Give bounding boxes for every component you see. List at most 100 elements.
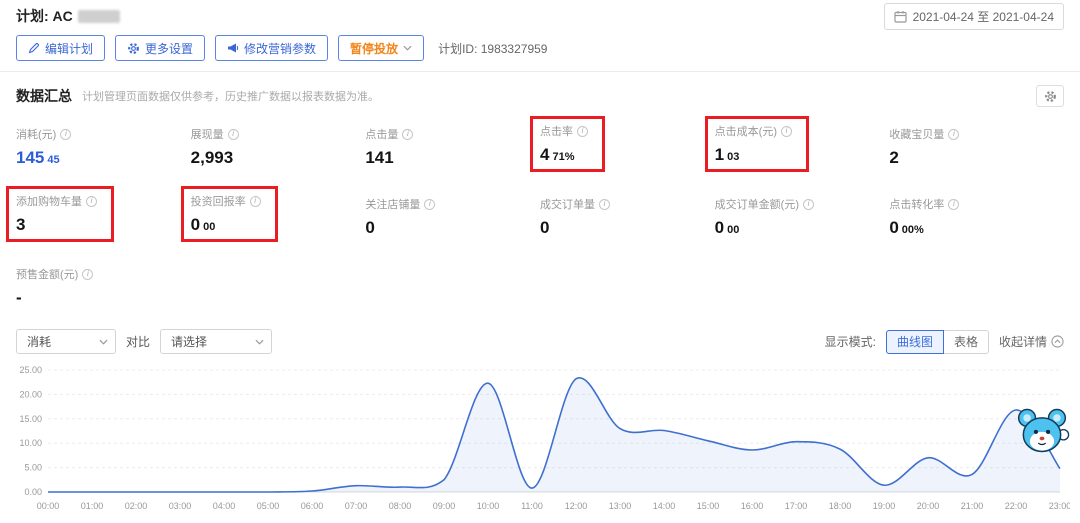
metric-cell: 预售金额(元) i - bbox=[16, 263, 191, 311]
info-icon[interactable]: i bbox=[948, 128, 960, 140]
metric-cell: 点击率 i 4 71% bbox=[530, 116, 715, 172]
summary-note: 计划管理页面数据仅供参考，历史推广数据以报表数据为准。 bbox=[82, 91, 379, 103]
summary-settings-button[interactable] bbox=[1036, 85, 1064, 107]
svg-text:07:00: 07:00 bbox=[345, 501, 368, 511]
info-icon[interactable]: i bbox=[802, 198, 814, 210]
display-mode-segment: 曲线图 表格 bbox=[885, 329, 989, 354]
date-range-text: 2021-04-24 至 2021-04-24 bbox=[912, 9, 1054, 24]
info-icon[interactable]: i bbox=[780, 125, 792, 137]
svg-text:17:00: 17:00 bbox=[785, 501, 808, 511]
svg-text:20.00: 20.00 bbox=[19, 389, 42, 399]
info-icon[interactable]: i bbox=[424, 198, 436, 210]
info-icon[interactable]: i bbox=[577, 125, 588, 137]
metric-cell: 成交订单金额(元) i 0 00 bbox=[715, 193, 890, 241]
compare-select[interactable]: 请选择 bbox=[160, 329, 273, 354]
mascot-icon[interactable] bbox=[1014, 403, 1070, 462]
pause-delivery-dropdown[interactable]: 暂停投放 bbox=[338, 35, 425, 61]
metric-label-text: 点击成本(元) bbox=[714, 126, 777, 138]
plan-label: 计划: AC bbox=[16, 8, 73, 24]
metric-label: 展现量 i bbox=[191, 126, 239, 142]
more-settings-button[interactable]: 更多设置 bbox=[115, 35, 206, 61]
metric-value: 0 00 bbox=[190, 215, 216, 234]
metric-label: 点击转化率 i bbox=[889, 196, 960, 212]
info-icon[interactable]: i bbox=[249, 195, 261, 207]
calendar-icon bbox=[893, 10, 907, 23]
svg-text:19:00: 19:00 bbox=[873, 501, 896, 511]
metric-value: 1 03 bbox=[714, 145, 740, 164]
svg-text:06:00: 06:00 bbox=[301, 501, 324, 511]
top-header: 计划: AC 2021-04-24 至 2021-04-24 bbox=[0, 0, 1080, 32]
metric-cell: 展现量 i 2,993 bbox=[191, 123, 366, 171]
edit-plan-button[interactable]: 编辑计划 bbox=[16, 35, 106, 61]
svg-text:03:00: 03:00 bbox=[169, 501, 192, 511]
metric-label: 成交订单金额(元) i bbox=[715, 196, 814, 212]
gear-icon bbox=[1044, 90, 1056, 102]
svg-text:25.00: 25.00 bbox=[19, 365, 42, 375]
trend-chart-svg: 0.00 5.00 10.00 15.00 20.00 25.00 00:00 01:00 02… bbox=[19, 365, 1071, 511]
svg-text:22:00: 22:00 bbox=[1005, 501, 1028, 511]
svg-text:15.00: 15.00 bbox=[19, 414, 42, 424]
metric-value: 0 00% bbox=[889, 218, 924, 237]
megaphone-icon bbox=[228, 43, 239, 53]
metric-select-value: 消耗 bbox=[27, 335, 52, 349]
metric-cell: 点击量 i 141 bbox=[365, 123, 540, 171]
svg-text:04:00: 04:00 bbox=[213, 501, 236, 511]
more-settings-label: 更多设置 bbox=[145, 41, 194, 56]
svg-text:15:00: 15:00 bbox=[697, 501, 720, 511]
info-icon[interactable]: i bbox=[599, 198, 610, 210]
metric-value: 145 45 bbox=[16, 148, 60, 167]
metric-label-text: 点击率 bbox=[540, 126, 573, 138]
collapse-details-button[interactable]: 收起详情 bbox=[999, 333, 1064, 350]
metric-label: 收藏宝贝量 i bbox=[889, 126, 960, 142]
compare-label: 对比 bbox=[126, 335, 151, 349]
metric-label-text: 消耗(元) bbox=[16, 129, 57, 141]
mode-table-option[interactable]: 表格 bbox=[942, 329, 989, 354]
svg-text:09:00: 09:00 bbox=[433, 501, 456, 511]
edit-plan-label: 编辑计划 bbox=[45, 41, 94, 56]
svg-text:02:00: 02:00 bbox=[125, 501, 148, 511]
metric-cell: 点击转化率 i 0 00% bbox=[889, 193, 1064, 241]
info-icon[interactable]: i bbox=[948, 198, 960, 210]
display-mode-label: 显示模式: bbox=[824, 335, 876, 349]
metric-select[interactable]: 消耗 bbox=[16, 329, 116, 354]
metric-label-text: 成交订单金额(元) bbox=[714, 199, 799, 211]
svg-text:0.00: 0.00 bbox=[24, 487, 42, 497]
metric-label: 点击成本(元) i bbox=[715, 123, 792, 139]
pause-delivery-label: 暂停投放 bbox=[350, 41, 399, 56]
toolbar: 编辑计划 更多设置 修改营销参数 暂停投放 计划ID: 1983327959 bbox=[0, 32, 1080, 72]
info-icon[interactable]: i bbox=[227, 128, 239, 140]
info-icon[interactable]: i bbox=[402, 128, 414, 140]
svg-text:18:00: 18:00 bbox=[829, 501, 852, 511]
metric-cell: 收藏宝贝量 i 2 bbox=[889, 123, 1064, 171]
svg-text:20:00: 20:00 bbox=[917, 501, 940, 511]
metric-value: 2,993 bbox=[190, 148, 234, 167]
metric-label-text: 点击量 bbox=[365, 129, 399, 141]
metric-value: 4 71% bbox=[540, 145, 575, 164]
gear-icon bbox=[128, 42, 139, 54]
metric-label-text: 收藏宝贝量 bbox=[889, 129, 945, 141]
chart-controls: 消耗 对比 请选择 显示模式: 曲线图 表格 收起详情 bbox=[0, 311, 1080, 360]
svg-text:13:00: 13:00 bbox=[609, 501, 632, 511]
modify-marketing-params-button[interactable]: 修改营销参数 bbox=[215, 35, 329, 61]
metric-cell: 成交订单量 i 0 bbox=[540, 193, 715, 241]
info-icon[interactable]: i bbox=[60, 128, 72, 140]
svg-text:21:00: 21:00 bbox=[961, 501, 984, 511]
metric-label-text: 预售金额(元) bbox=[16, 269, 79, 281]
metric-label-text: 投资回报率 bbox=[190, 196, 246, 208]
metric-label: 成交订单量 i bbox=[540, 196, 610, 212]
date-range-picker[interactable]: 2021-04-24 至 2021-04-24 bbox=[883, 2, 1064, 30]
svg-text:10:00: 10:00 bbox=[477, 501, 500, 511]
svg-text:01:00: 01:00 bbox=[81, 501, 104, 511]
metric-label-text: 成交订单量 bbox=[540, 199, 595, 211]
mode-curve-option[interactable]: 曲线图 bbox=[885, 329, 944, 354]
svg-text:08:00: 08:00 bbox=[389, 501, 412, 511]
info-icon[interactable]: i bbox=[86, 195, 97, 207]
metric-value: 0 bbox=[540, 218, 550, 237]
metric-label-text: 添加购物车量 bbox=[16, 196, 82, 208]
svg-text:00:00: 00:00 bbox=[37, 501, 60, 511]
chevron-down-icon bbox=[99, 339, 108, 345]
metric-cell: 添加购物车量 i 3 bbox=[6, 186, 191, 242]
info-icon[interactable]: i bbox=[82, 268, 94, 280]
metric-value: 3 bbox=[16, 215, 26, 234]
summary-section-head: 数据汇总 计划管理页面数据仅供参考，历史推广数据以报表数据为准。 bbox=[0, 72, 1080, 115]
